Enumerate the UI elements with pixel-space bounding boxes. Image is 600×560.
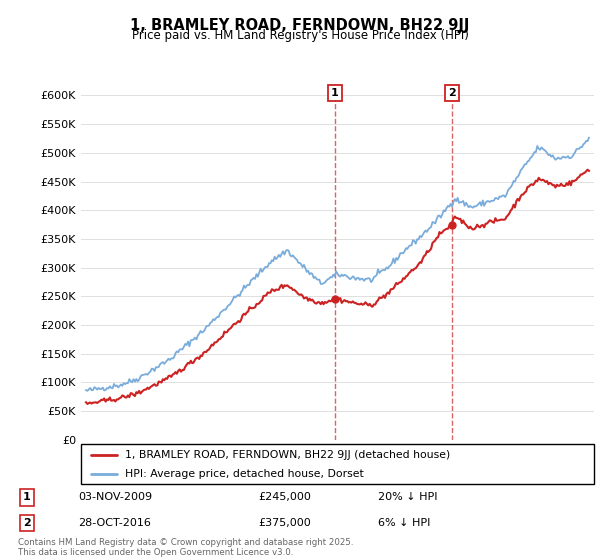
Text: £375,000: £375,000 xyxy=(258,518,311,528)
Text: 28-OCT-2016: 28-OCT-2016 xyxy=(78,518,151,528)
Text: Contains HM Land Registry data © Crown copyright and database right 2025.
This d: Contains HM Land Registry data © Crown c… xyxy=(18,538,353,557)
Text: 1, BRAMLEY ROAD, FERNDOWN, BH22 9JJ (detached house): 1, BRAMLEY ROAD, FERNDOWN, BH22 9JJ (det… xyxy=(125,450,450,460)
Text: 1: 1 xyxy=(23,492,31,502)
Text: 2: 2 xyxy=(448,88,456,98)
Text: Price paid vs. HM Land Registry's House Price Index (HPI): Price paid vs. HM Land Registry's House … xyxy=(131,29,469,42)
Text: HPI: Average price, detached house, Dorset: HPI: Average price, detached house, Dors… xyxy=(125,469,364,479)
Text: £245,000: £245,000 xyxy=(258,492,311,502)
Text: 6% ↓ HPI: 6% ↓ HPI xyxy=(378,518,430,528)
Text: 20% ↓ HPI: 20% ↓ HPI xyxy=(378,492,437,502)
Text: 03-NOV-2009: 03-NOV-2009 xyxy=(78,492,152,502)
Text: 1: 1 xyxy=(331,88,338,98)
Text: 1, BRAMLEY ROAD, FERNDOWN, BH22 9JJ: 1, BRAMLEY ROAD, FERNDOWN, BH22 9JJ xyxy=(130,18,470,33)
Text: 2: 2 xyxy=(23,518,31,528)
